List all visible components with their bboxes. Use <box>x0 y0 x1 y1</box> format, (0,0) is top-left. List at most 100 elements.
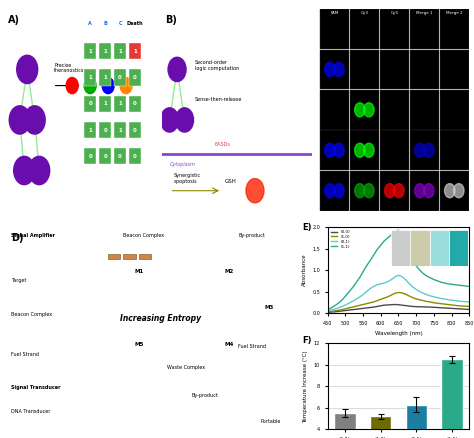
Text: Waste Complex: Waste Complex <box>167 364 205 370</box>
(1,0) <box>328 309 334 314</box>
(0,1) <box>413 287 419 292</box>
(0,0) <box>428 304 433 310</box>
(0,0) <box>343 308 348 313</box>
(1,0) <box>449 302 455 307</box>
Circle shape <box>29 156 50 185</box>
Text: M4: M4 <box>224 342 234 347</box>
Text: A): A) <box>8 15 20 25</box>
(1,1) <box>339 297 345 303</box>
(1,0) <box>452 303 458 308</box>
(0,0) <box>463 307 469 312</box>
(1,0) <box>325 309 330 314</box>
(1,0) <box>445 302 451 307</box>
(1,1) <box>378 243 383 248</box>
Text: GSH: GSH <box>225 179 237 184</box>
Text: 0: 0 <box>103 154 107 159</box>
(0,1) <box>428 293 433 299</box>
(0,0) <box>374 304 380 309</box>
Bar <box>410 171 439 211</box>
Text: 0: 0 <box>88 101 92 106</box>
(0,1) <box>392 274 398 279</box>
Line: (1,1): (1,1) <box>328 230 469 310</box>
Text: 1: 1 <box>118 127 122 133</box>
Text: M1: M1 <box>134 269 143 274</box>
FancyBboxPatch shape <box>99 122 111 138</box>
(0,1) <box>399 274 405 279</box>
(0,0) <box>353 307 359 312</box>
(1,1) <box>364 263 369 268</box>
Text: 0: 0 <box>118 75 122 80</box>
Text: MCF-10A: MCF-10A <box>302 27 318 31</box>
Text: HepG2: HepG2 <box>306 108 318 112</box>
Circle shape <box>334 143 344 157</box>
(1,1) <box>332 303 337 308</box>
Text: Merge 1: Merge 1 <box>416 11 433 15</box>
Bar <box>410 9 439 49</box>
Text: Cytoplasm: Cytoplasm <box>170 162 195 167</box>
(1,1) <box>417 268 422 273</box>
(0,0) <box>396 302 401 307</box>
(0,1) <box>449 297 455 303</box>
(1,0) <box>435 300 440 306</box>
(0,0) <box>435 305 440 310</box>
Text: C: C <box>118 21 122 26</box>
Circle shape <box>246 179 264 203</box>
(1,0) <box>410 295 415 300</box>
(0,1) <box>374 282 380 287</box>
Bar <box>334 413 356 438</box>
(1,0) <box>371 299 376 304</box>
(0,0) <box>438 305 444 311</box>
Text: 1: 1 <box>103 75 107 80</box>
Circle shape <box>66 78 78 94</box>
(1,1) <box>403 238 409 244</box>
(0,0) <box>420 304 426 310</box>
Circle shape <box>355 184 365 198</box>
(0,1) <box>332 307 337 312</box>
Bar <box>320 90 349 130</box>
(0,0) <box>431 305 437 310</box>
(0,0) <box>413 304 419 309</box>
Line: (0,1): (0,1) <box>328 275 469 311</box>
(0,1) <box>396 272 401 278</box>
Circle shape <box>334 62 344 77</box>
Bar <box>350 90 379 130</box>
(1,1) <box>385 235 391 240</box>
FancyBboxPatch shape <box>129 122 141 138</box>
Text: A: A <box>88 21 92 26</box>
Bar <box>410 131 439 170</box>
Bar <box>439 171 469 211</box>
Circle shape <box>364 143 374 157</box>
Bar <box>380 9 409 49</box>
Circle shape <box>325 143 335 157</box>
(1,0) <box>343 306 348 311</box>
FancyBboxPatch shape <box>114 148 126 164</box>
Circle shape <box>120 78 132 94</box>
Text: 1: 1 <box>118 49 122 54</box>
(1,1) <box>424 273 429 279</box>
Circle shape <box>9 106 30 134</box>
(1,0) <box>374 298 380 303</box>
(0,1) <box>353 297 359 302</box>
Circle shape <box>393 184 404 198</box>
Text: 0: 0 <box>118 154 122 159</box>
(1,1) <box>459 283 465 288</box>
Text: Target: Target <box>11 278 27 283</box>
(0,0) <box>392 302 398 307</box>
(1,0) <box>431 300 437 305</box>
(1,1) <box>452 282 458 287</box>
(0,1) <box>442 296 447 301</box>
(1,0) <box>346 305 352 311</box>
(0,1) <box>466 299 472 304</box>
FancyBboxPatch shape <box>114 43 126 59</box>
FancyBboxPatch shape <box>99 95 111 112</box>
Text: DNA Transducer: DNA Transducer <box>11 409 50 414</box>
(0,0) <box>389 302 394 307</box>
FancyBboxPatch shape <box>99 43 111 59</box>
Circle shape <box>355 103 365 117</box>
(1,0) <box>356 303 362 308</box>
(0,1) <box>328 307 334 313</box>
(1,0) <box>339 307 345 312</box>
Text: 1: 1 <box>88 127 92 133</box>
FancyBboxPatch shape <box>99 69 111 85</box>
(1,1) <box>428 275 433 280</box>
